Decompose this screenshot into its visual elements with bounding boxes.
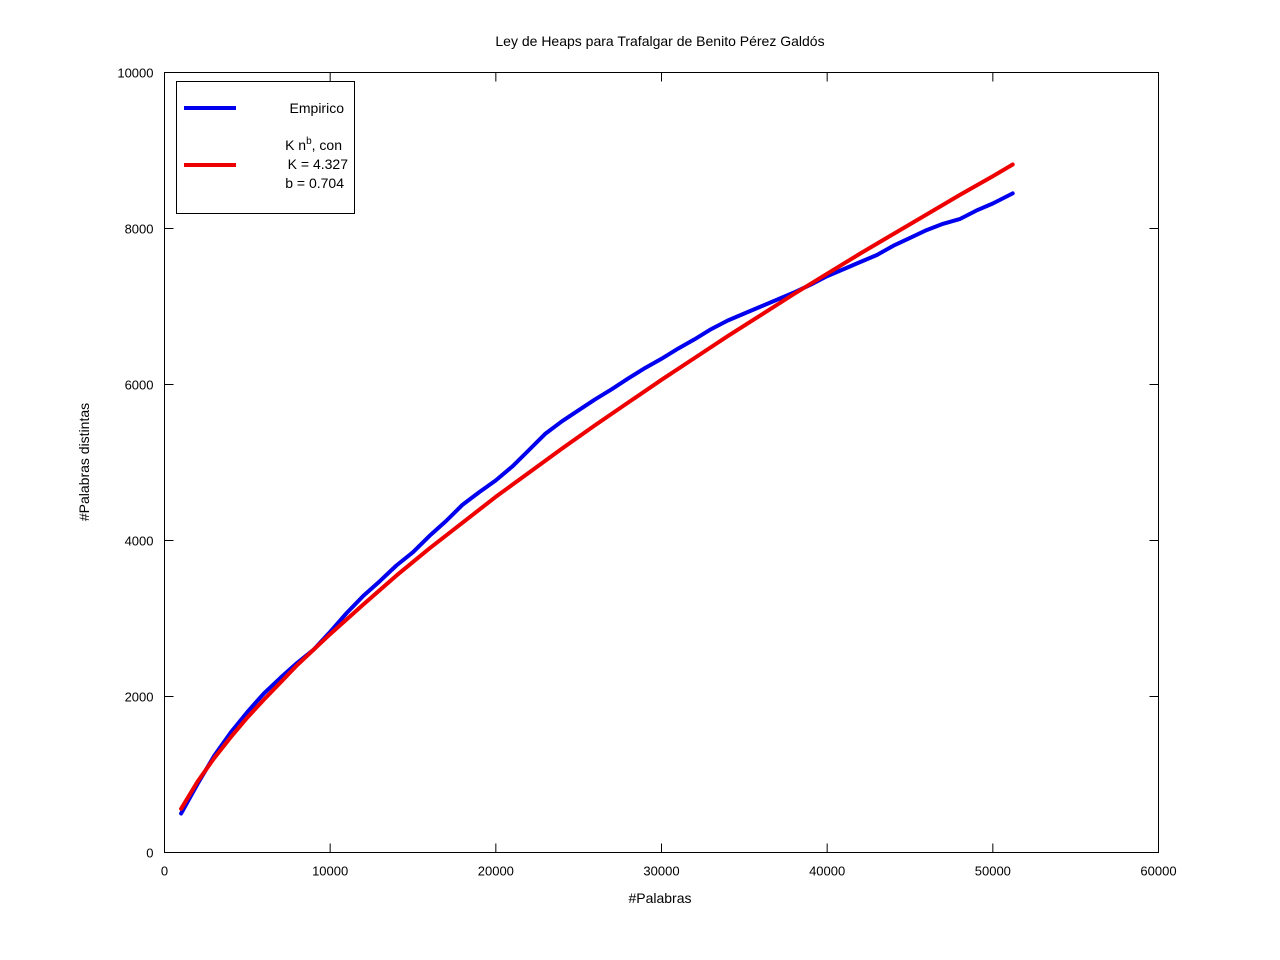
x-tick-label: 0 — [161, 864, 168, 879]
legend-label-fit-line2: K = 4.327 — [288, 156, 349, 172]
y-axis-label: #Palabras distintas — [76, 403, 92, 521]
axis-tick-labels: 0 10000 20000 30000 40000 50000 60000 0 2000 4000… — [117, 66, 1176, 879]
axis-ticks — [164, 72, 1159, 853]
legend-fit-exponent: b — [306, 136, 312, 147]
y-tick-label: 8000 — [125, 222, 154, 237]
x-tick-label: 20000 — [478, 864, 514, 879]
y-tick-label: 10000 — [117, 66, 153, 81]
series-line-empirico — [179, 191, 1015, 816]
x-tick-label: 50000 — [975, 864, 1011, 879]
x-tick-label: 40000 — [809, 864, 845, 879]
y-tick-label: 2000 — [125, 690, 154, 705]
y-tick-label: 4000 — [125, 534, 154, 549]
legend-label-fit-line3: b = 0.704 — [285, 175, 344, 191]
legend-label-fit-line1: K nb, con — [285, 136, 342, 153]
legend: Empirico K nb, con K = 4.327 b = 0.704 — [176, 81, 355, 214]
chart-title: Ley de Heaps para Trafalgar de Benito Pé… — [495, 33, 824, 49]
y-tick-label: 6000 — [125, 378, 154, 393]
legend-box — [176, 81, 355, 214]
y-tick-label: 0 — [146, 846, 153, 861]
series-layer — [179, 162, 1015, 816]
legend-fit-base: K n — [285, 137, 306, 153]
series-line-fit — [179, 162, 1015, 811]
x-tick-label: 60000 — [1140, 864, 1176, 879]
x-axis-label: #Palabras — [628, 890, 691, 906]
legend-fit-tail: , con — [312, 137, 342, 153]
x-tick-label: 30000 — [643, 864, 679, 879]
x-tick-label: 10000 — [312, 864, 348, 879]
legend-label-empirico: Empirico — [290, 100, 345, 116]
